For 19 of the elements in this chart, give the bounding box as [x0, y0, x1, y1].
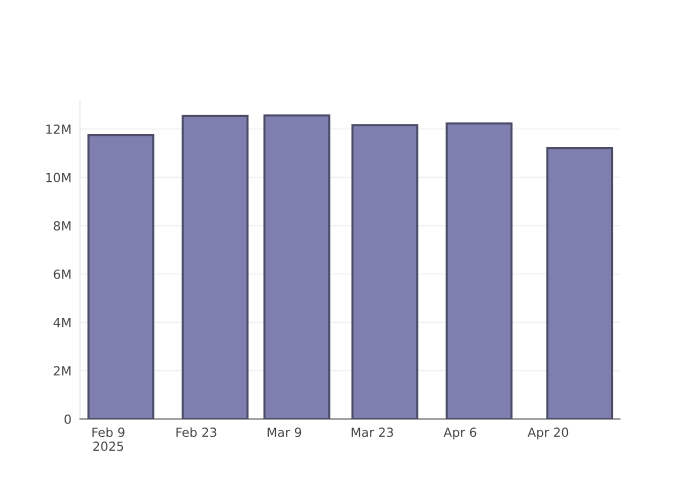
y-tick-label: 0: [64, 414, 71, 424]
x-tick-label: Mar 23: [352, 428, 393, 438]
y-tick-label: 10M: [46, 172, 70, 182]
x-tick-label: Apr 20: [528, 428, 568, 440]
bar: [182, 114, 249, 419]
x-tick-label: Apr 6: [444, 428, 476, 440]
y-tick-label: 6M: [54, 269, 70, 279]
bar: [446, 122, 513, 419]
x-tick-label: Feb 23: [176, 427, 216, 438]
y-tick-label: 12M: [46, 124, 70, 134]
x-tick-label: Feb 9 2025: [92, 427, 124, 452]
bar: [263, 114, 330, 419]
bar: [546, 147, 614, 419]
y-tick-label: 8M: [54, 221, 70, 231]
y-tick-label: 4M: [54, 318, 70, 328]
bar: [351, 124, 418, 419]
x-tick-label: Mar 9: [268, 428, 302, 438]
bar: [87, 134, 154, 419]
y-tick-label: 2M: [54, 366, 70, 376]
